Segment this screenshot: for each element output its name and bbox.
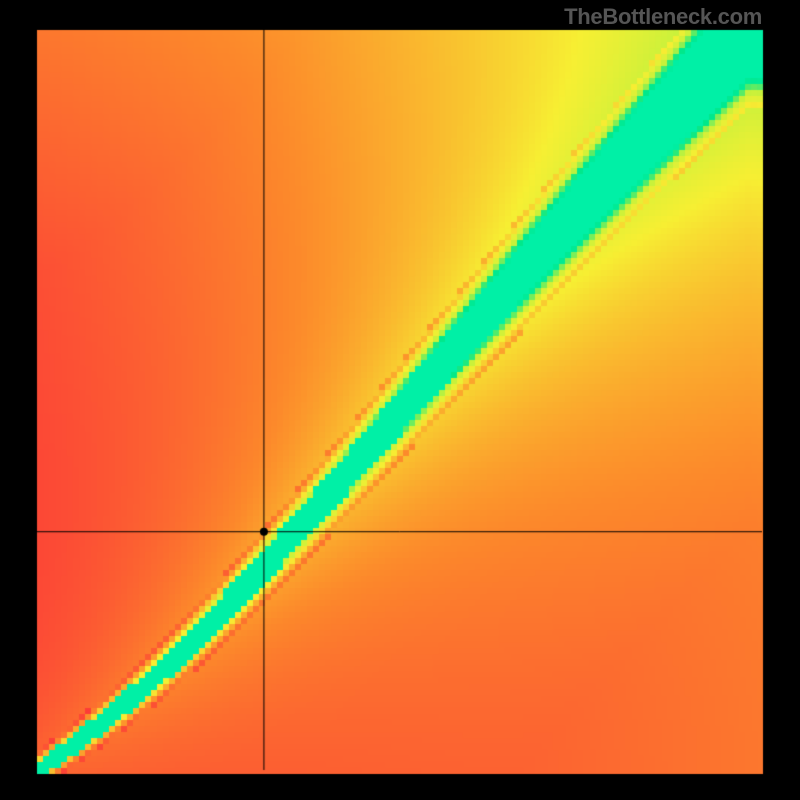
chart-container: TheBottleneck.com (0, 0, 800, 800)
heatmap-canvas (0, 0, 800, 800)
watermark-text: TheBottleneck.com (564, 4, 762, 30)
